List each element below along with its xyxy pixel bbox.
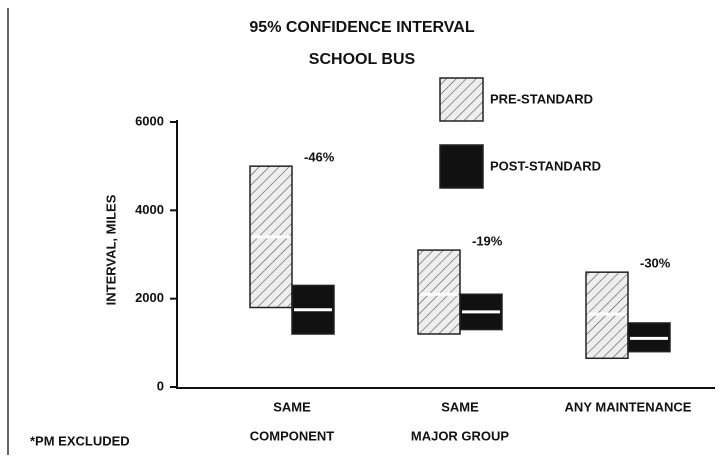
annotation: -30% xyxy=(640,256,671,271)
legend-label: POST-STANDARD xyxy=(490,158,601,173)
x-tick-label: SAME xyxy=(273,399,311,414)
legend-label: PRE-STANDARD xyxy=(490,91,593,106)
footnote: *PM EXCLUDED xyxy=(30,433,130,448)
legend-swatch xyxy=(439,144,484,189)
chart-title: 95% CONFIDENCE INTERVAL xyxy=(249,19,474,36)
y-tick-label: 2000 xyxy=(135,290,164,305)
x-tick-label: SAME xyxy=(441,399,479,414)
x-tick-label: COMPONENT xyxy=(250,428,335,443)
x-tick-label: MAJOR GROUP xyxy=(411,428,510,443)
y-axis-label: INTERVAL, MILES xyxy=(103,194,118,305)
x-tick-label: ANY MAINTENANCE xyxy=(565,399,692,414)
annotation: -19% xyxy=(472,234,503,249)
chart-subtitle: SCHOOL BUS xyxy=(309,51,416,68)
y-tick-label: 4000 xyxy=(135,202,164,217)
annotation: -46% xyxy=(304,150,335,165)
legend-swatch xyxy=(439,77,484,122)
y-tick-label: 0 xyxy=(157,378,164,393)
range-box xyxy=(417,249,461,335)
y-tick-label: 6000 xyxy=(135,113,164,128)
